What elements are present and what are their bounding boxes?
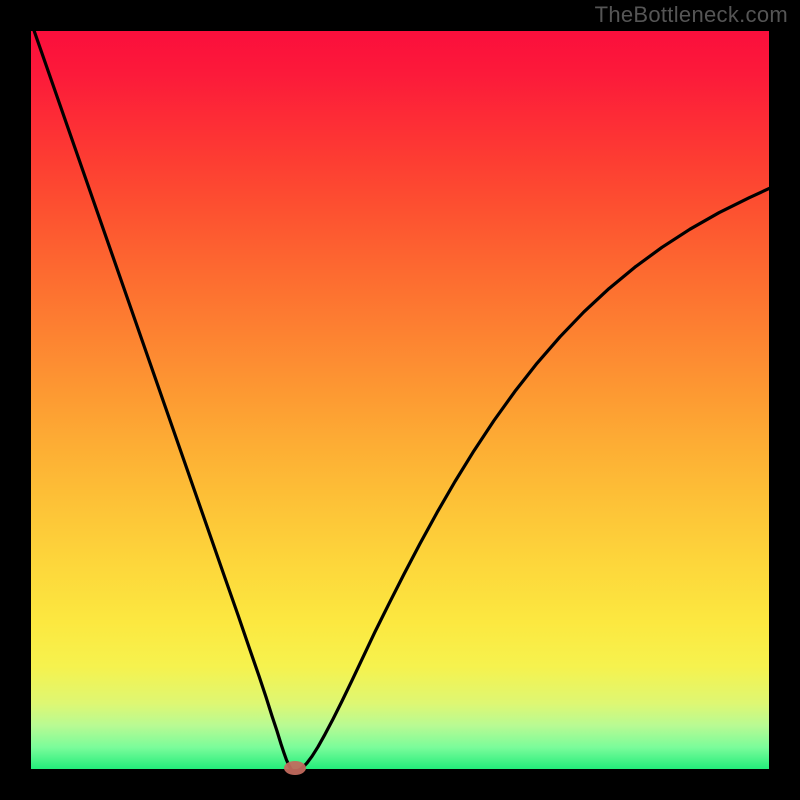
chart-container: TheBottleneck.com [0, 0, 800, 800]
chart-svg [0, 0, 800, 800]
minimum-marker [284, 761, 306, 775]
chart-background [30, 30, 770, 770]
watermark-text: TheBottleneck.com [595, 2, 788, 28]
